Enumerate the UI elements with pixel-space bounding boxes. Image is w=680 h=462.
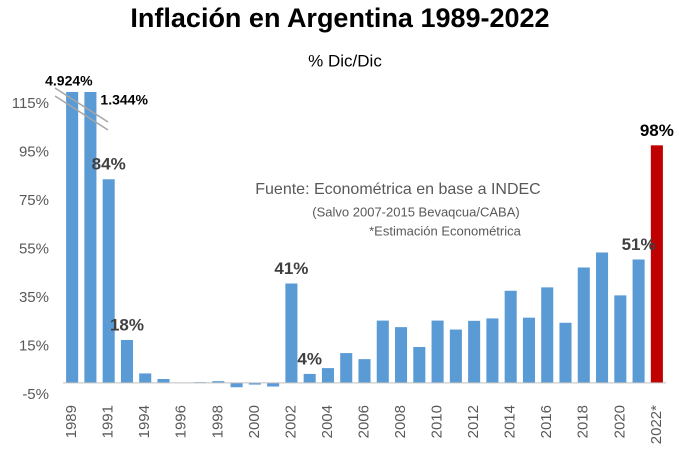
bar <box>340 353 352 383</box>
bar <box>395 327 407 383</box>
x-tick-label: 2018 <box>575 405 592 438</box>
x-tick-label: 2004 <box>319 405 336 438</box>
x-tick-label: 2000 <box>246 405 263 438</box>
bar <box>267 383 279 387</box>
x-tick-label: 1996 <box>173 405 190 438</box>
x-tick-label: 1994 <box>136 405 153 438</box>
bar <box>596 252 608 382</box>
data-label: 1.344% <box>100 92 148 108</box>
data-label: 41% <box>274 259 308 278</box>
bar <box>285 283 297 382</box>
chart-subtitle: % Dic/Dic <box>308 51 382 70</box>
chart-title: Inflación en Argentina 1989-2022 <box>130 3 549 33</box>
data-label: 4.924% <box>45 73 93 89</box>
x-tick-label: 2006 <box>355 405 372 438</box>
bar <box>468 321 480 383</box>
bar <box>121 340 133 383</box>
x-tick-label: 2010 <box>429 405 446 438</box>
y-tick-label: -5% <box>22 386 49 403</box>
bar <box>651 145 663 383</box>
bar <box>304 374 316 383</box>
bar <box>358 359 370 383</box>
x-tick-label: 2022* <box>648 405 665 444</box>
bar <box>578 267 590 382</box>
data-label: 18% <box>110 315 144 334</box>
x-tick-label: 1998 <box>209 405 226 438</box>
x-tick-label: 2016 <box>538 405 555 438</box>
x-tick-label: 2008 <box>392 405 409 438</box>
y-tick-label: 55% <box>19 241 49 258</box>
bar <box>450 330 462 383</box>
data-label: 51% <box>622 235 656 254</box>
bar <box>103 179 115 383</box>
bar <box>559 323 571 383</box>
bar <box>413 347 425 383</box>
data-label: 4% <box>297 349 322 368</box>
x-tick-label: 1989 <box>63 405 80 438</box>
bar <box>157 379 169 383</box>
x-tick-label: 2014 <box>502 405 519 438</box>
bar <box>139 373 151 382</box>
bar <box>505 291 517 383</box>
y-tick-label: 115% <box>12 95 49 112</box>
data-label: 84% <box>92 155 126 174</box>
y-tick-label: 75% <box>19 192 49 209</box>
annotation: *Estimación Econométrica <box>369 223 521 238</box>
annotation: Fuente: Econométrica en base a INDEC <box>255 181 540 198</box>
bar <box>614 295 626 383</box>
bar <box>523 318 535 383</box>
bar <box>633 259 645 382</box>
bar <box>84 0 96 383</box>
x-tick-label: 1991 <box>100 405 117 438</box>
bar <box>541 287 553 383</box>
annotation: (Salvo 2007-2015 Bevaqcua/CABA) <box>312 204 519 219</box>
bar <box>377 321 389 383</box>
x-tick-label: 2012 <box>465 405 482 438</box>
bar <box>486 318 498 382</box>
x-tick-label: 2002 <box>282 405 299 438</box>
x-tick-label: 2020 <box>611 405 628 438</box>
data-label: 98% <box>640 121 674 140</box>
bar <box>66 0 78 383</box>
bar <box>231 383 243 387</box>
bar <box>322 368 334 383</box>
y-tick-label: 15% <box>19 337 49 354</box>
bar <box>432 321 444 383</box>
y-tick-label: 35% <box>19 289 49 306</box>
y-tick-label: 95% <box>19 144 49 161</box>
